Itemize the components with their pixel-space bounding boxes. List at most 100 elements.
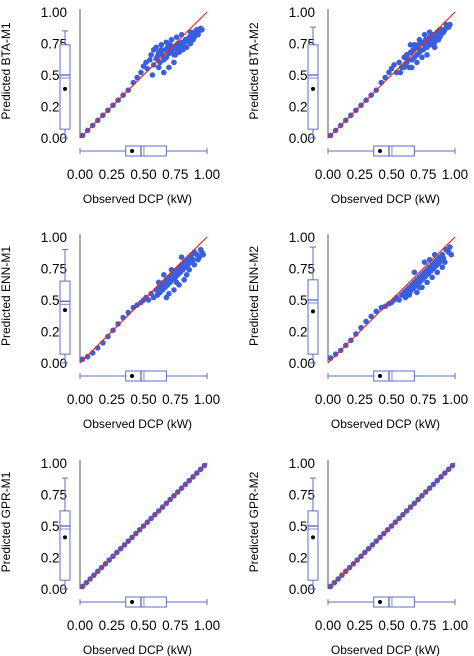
panel-bottom-right: 0.000.250.500.751.000.00 0.25 0.50 0.75 1.00… (247, 456, 468, 656)
y-tick-label: 1.00 (289, 230, 315, 245)
x-boxplot-box (125, 145, 167, 157)
data-point (154, 53, 161, 59)
identity-line (79, 236, 208, 364)
x-tick-label: 1.00 (442, 392, 468, 407)
data-point (161, 272, 167, 278)
data-point (187, 29, 194, 35)
y-boxplot-box (59, 280, 71, 355)
data-point (396, 59, 402, 66)
data-point (182, 44, 189, 51)
data-point (373, 308, 380, 315)
data-point (158, 41, 165, 48)
x-boxplot-box (373, 596, 415, 608)
data-point (421, 259, 428, 266)
data-point (411, 269, 418, 276)
x-tick-label: 0.00 (315, 618, 341, 633)
data-point (424, 279, 430, 286)
data-point (448, 251, 454, 258)
identity-line (79, 462, 208, 590)
panel-top-left: 0.000.250.500.751.000.00 0.25 0.50 0.75 1.00… (0, 5, 220, 206)
x-tick-label: 0.25 (99, 618, 125, 633)
y-tick-label: 0.00 (41, 582, 67, 597)
data-point (429, 274, 435, 281)
y-tick-label: 1.00 (41, 456, 67, 471)
y-boxplot-box (59, 510, 71, 581)
x-tick-label: 1.00 (442, 167, 468, 182)
data-point (163, 294, 170, 301)
x-tick-label: 0.75 (410, 392, 436, 407)
data-point (424, 52, 430, 58)
data-point (442, 259, 448, 266)
x-axis-label: Observed DCP (kW) (83, 192, 192, 206)
x-axis-label: Observed DCP (kW) (83, 417, 192, 431)
data-point (173, 34, 180, 40)
x-boxplot-box (373, 370, 415, 382)
data-point (173, 279, 180, 286)
x-tick-label: 0.00 (67, 167, 93, 182)
data-point (396, 297, 402, 303)
data-point (442, 26, 448, 33)
x-tick-label: 1.00 (442, 618, 468, 633)
data-point (134, 74, 140, 81)
data-point (153, 44, 159, 51)
data-point (199, 26, 205, 33)
x-tick-label: 0.25 (347, 618, 373, 633)
x-tick-label: 0.50 (378, 618, 404, 633)
x-boxplot-mean (130, 374, 135, 378)
y-boxplot-mean (311, 535, 315, 540)
x-boxplot-mean (130, 600, 135, 604)
data-point (397, 69, 404, 76)
data-point (161, 69, 167, 76)
data-point (447, 244, 453, 250)
y-boxplot-box (307, 279, 319, 355)
data-point (163, 39, 170, 46)
y-tick-label: 0.75 (289, 488, 315, 503)
data-point (195, 31, 201, 38)
x-tick-label: 0.25 (347, 392, 373, 407)
x-boxplot-mean (378, 600, 383, 604)
data-point (148, 52, 154, 58)
x-tick-label: 0.00 (315, 392, 341, 407)
x-tick-label: 0.75 (162, 167, 188, 182)
x-tick-label: 0.75 (162, 392, 188, 407)
identity-line (327, 236, 456, 364)
data-point (105, 333, 111, 340)
data-point (332, 351, 339, 357)
x-tick-label: 0.75 (410, 167, 436, 182)
x-tick-label: 0.75 (410, 618, 436, 633)
x-tick-label: 0.50 (378, 167, 404, 182)
data-point (363, 318, 369, 325)
panel-middle-right: 0.000.250.500.751.000.00 0.25 0.50 0.75 1.00… (247, 230, 468, 431)
data-point (200, 251, 206, 258)
x-tick-label: 0.25 (99, 392, 125, 407)
data-point (382, 74, 388, 81)
y-boxplot-mean (311, 86, 315, 91)
data-point (145, 297, 152, 303)
x-tick-label: 1.00 (194, 392, 220, 407)
y-axis-label: Predicted ENN-M1 (0, 246, 13, 346)
data-point (426, 29, 433, 35)
data-point (416, 36, 423, 43)
panel-top-right: 0.000.250.500.751.000.00 0.25 0.50 0.75 1.00… (247, 5, 468, 206)
x-axis-label: Observed DCP (kW) (83, 643, 192, 656)
data-point (391, 62, 397, 68)
data-point (401, 64, 408, 71)
x-tick-label: 0.75 (162, 618, 188, 633)
identity-line (327, 462, 456, 590)
panel-middle-left: 0.000.250.500.751.000.00 0.25 0.50 0.75 1.00… (0, 230, 220, 431)
data-point (149, 72, 156, 78)
x-axis-label: Observed DCP (kW) (331, 192, 440, 206)
data-point (416, 284, 423, 291)
data-point (181, 277, 187, 283)
data-point (414, 59, 420, 66)
x-boxplot-box (125, 596, 167, 608)
data-point (172, 52, 179, 58)
data-point (409, 64, 415, 71)
x-tick-label: 0.50 (130, 618, 156, 633)
y-boxplot-mean (63, 308, 67, 313)
x-tick-label: 0.25 (99, 167, 125, 182)
y-boxplot-mean (311, 309, 315, 314)
y-tick-label: 0.00 (289, 131, 315, 146)
y-axis-label: Predicted BTA-M2 (247, 22, 261, 119)
